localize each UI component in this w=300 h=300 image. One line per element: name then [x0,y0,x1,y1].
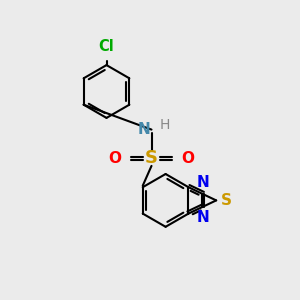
Text: H: H [160,118,170,132]
Text: S: S [145,149,158,167]
Text: N: N [196,176,209,190]
Text: N: N [137,122,150,137]
Text: O: O [109,151,122,166]
Text: O: O [182,151,194,166]
Text: N: N [196,210,209,225]
Text: Cl: Cl [99,39,114,54]
Text: S: S [221,193,232,208]
